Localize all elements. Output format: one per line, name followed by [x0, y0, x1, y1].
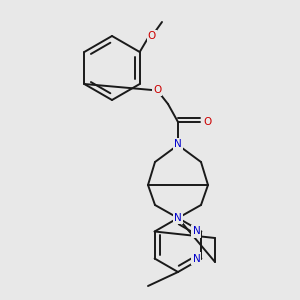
- Text: N: N: [174, 139, 182, 149]
- Text: O: O: [153, 85, 161, 95]
- Text: O: O: [203, 117, 211, 127]
- Text: N: N: [193, 226, 200, 236]
- Text: N: N: [193, 254, 200, 263]
- Text: O: O: [148, 31, 156, 41]
- Text: N: N: [174, 213, 182, 223]
